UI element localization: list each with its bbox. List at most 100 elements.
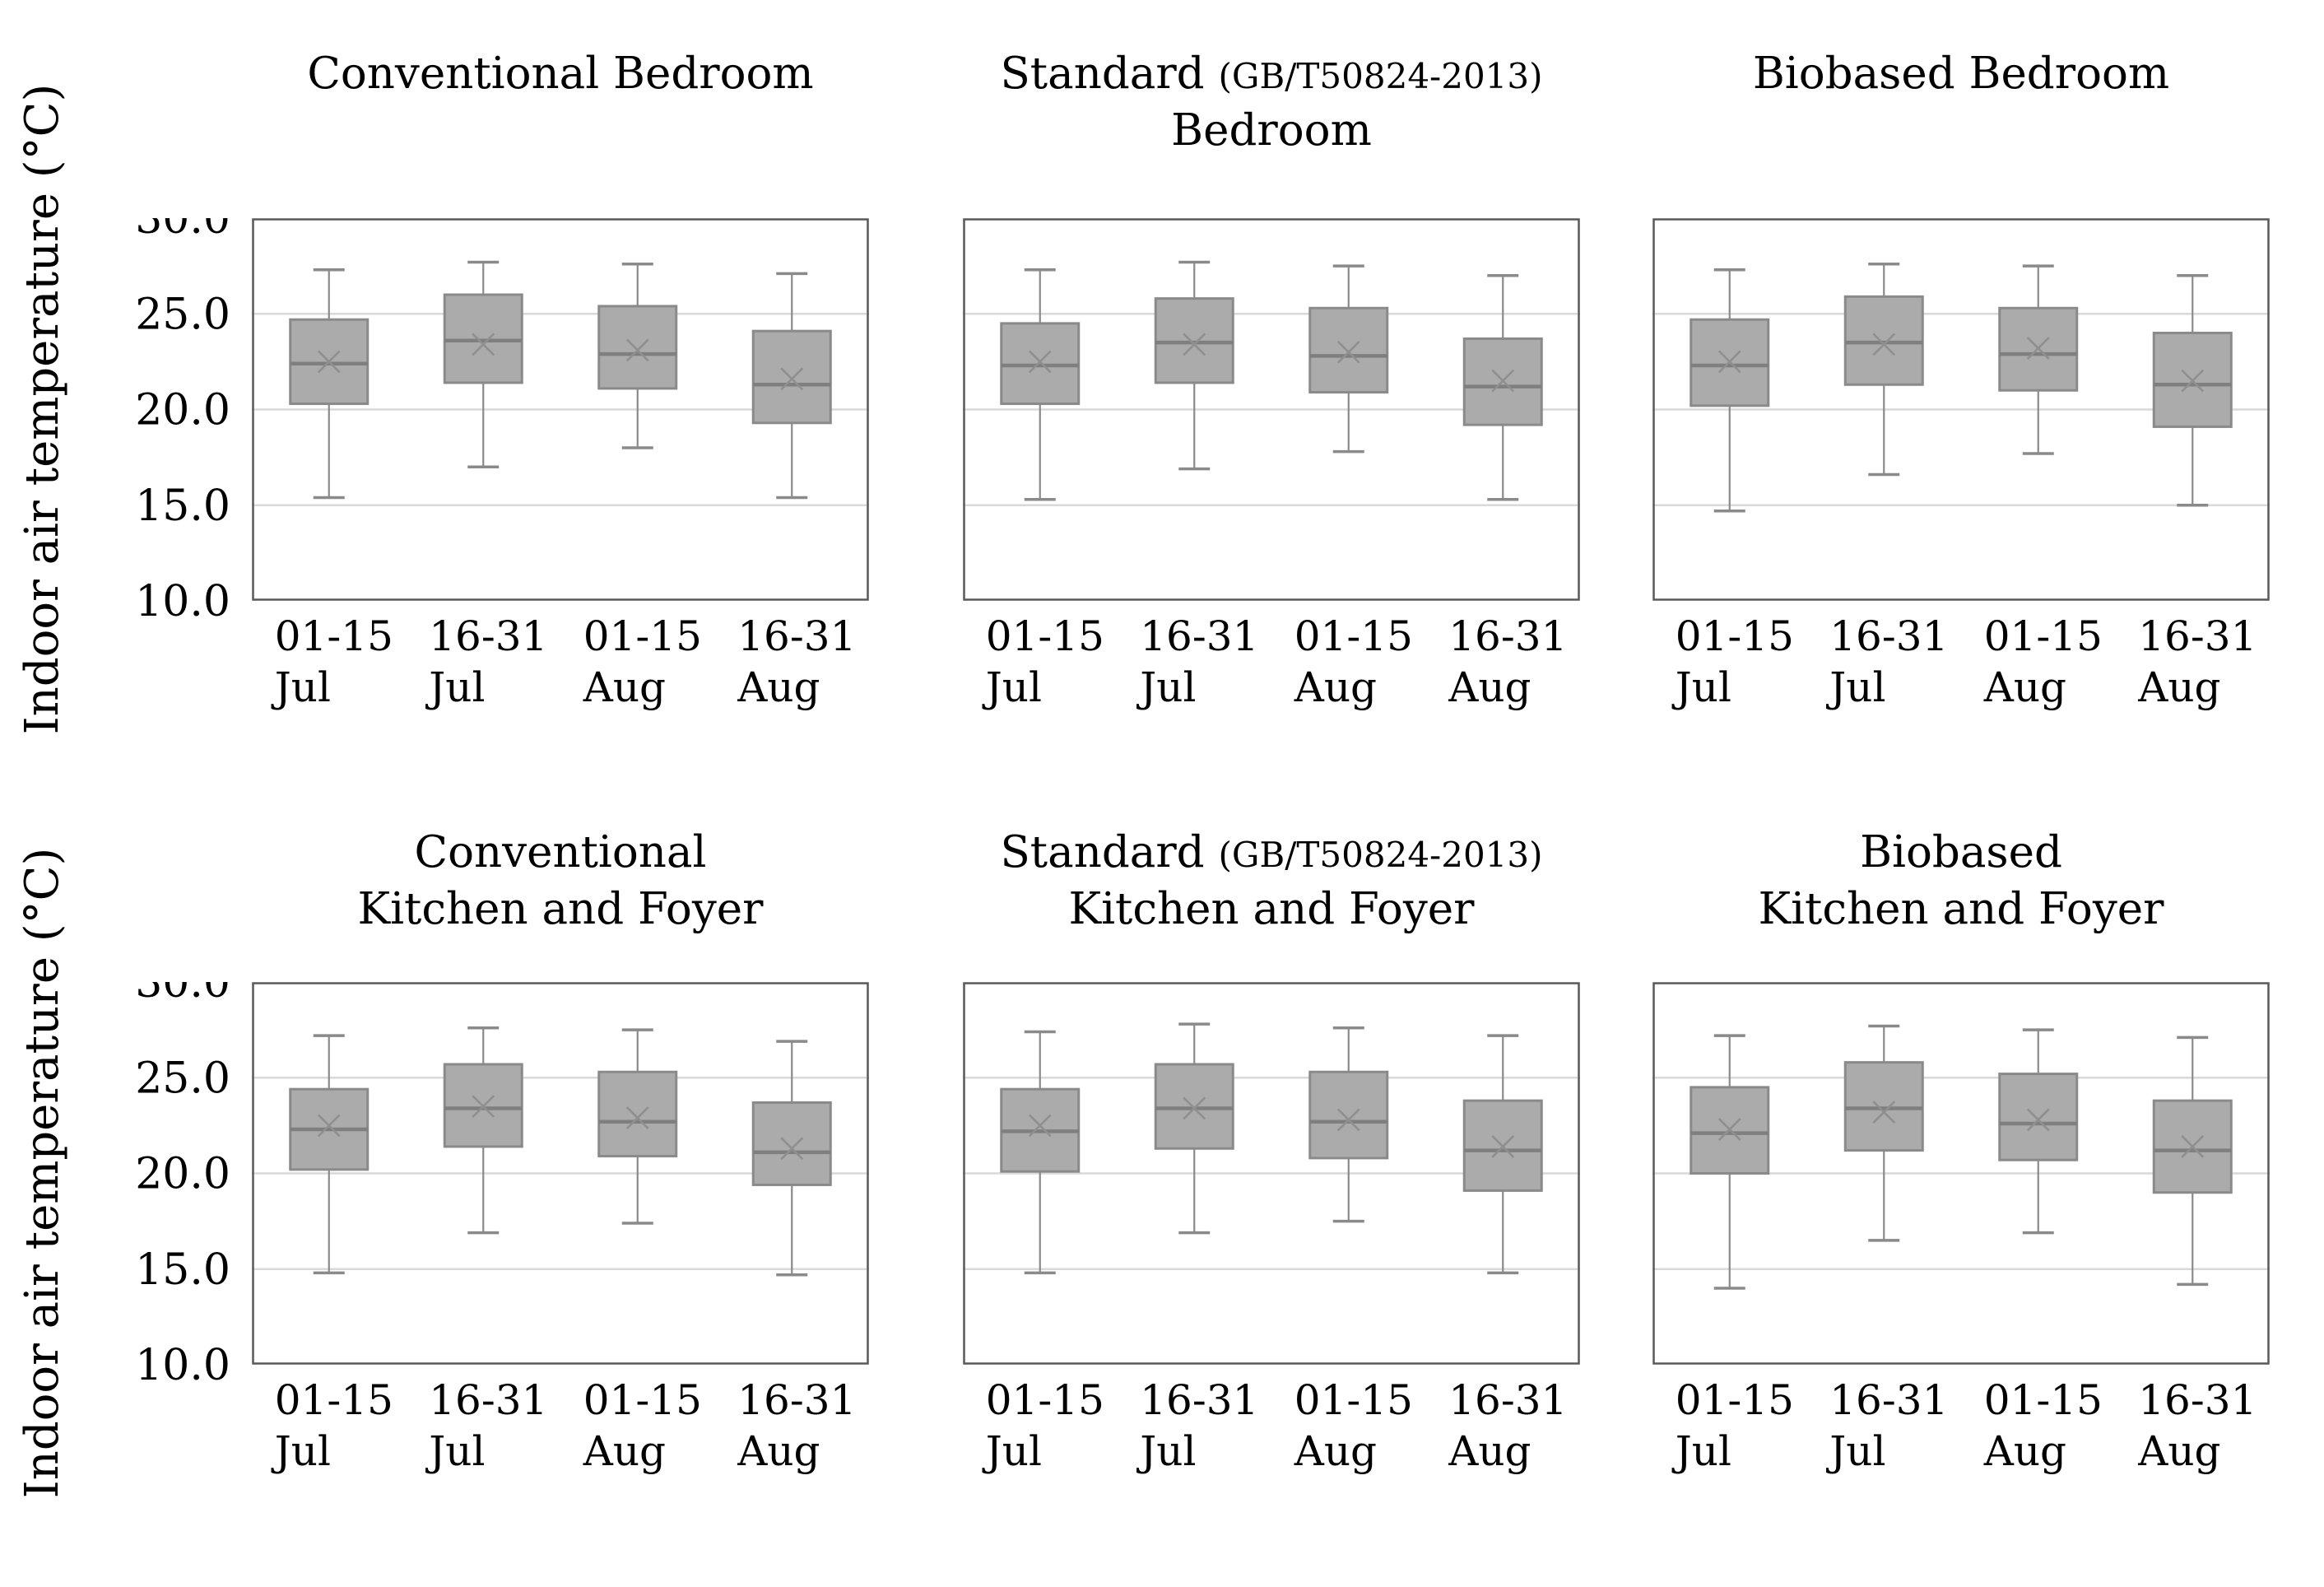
box-16-31-jul	[1154, 260, 1234, 471]
iqr-box	[443, 1063, 523, 1148]
y-tick-label: 30.0	[135, 982, 230, 1008]
box-01-15-jul	[1690, 1034, 1770, 1290]
x-tick-label-line1: 01-15	[583, 1376, 702, 1424]
plot-frame	[252, 982, 869, 1365]
y-tick-label: 20.0	[135, 1150, 230, 1199]
box-16-31-aug	[751, 272, 832, 500]
title-line1: Standard (GB/T50824-2013)	[1000, 827, 1543, 877]
x-tick-label-line1: 01-15	[986, 612, 1104, 660]
x-tick-label-line1: 01-15	[1294, 612, 1413, 660]
x-tick-label-line1: 16-31	[2138, 612, 2257, 660]
x-tick-label-line1: 01-15	[986, 1376, 1104, 1424]
title-line2: Kitchen and Foyer	[1068, 884, 1475, 934]
mean-marker	[1491, 1135, 1515, 1158]
mean-marker	[780, 367, 804, 391]
x-tick-label-line2: Jul	[1671, 1427, 1731, 1475]
mean-marker	[1872, 1101, 1896, 1124]
x-tick-label-line2: Jul	[1671, 663, 1731, 711]
title-line1: Biobased Bedroom	[1752, 49, 2170, 99]
chart-conventional-bedroom: Conventional Bedroom 30.0 25.0 20.0 15.0 10.…	[79, 49, 869, 724]
title-line1: Standard (GB/T50824-2013)	[1000, 49, 1543, 99]
iqr-box	[1308, 1070, 1389, 1160]
chart-standard-kitchen-and-foyer: Standard (GB/T50824-2013) Kitchen and Fo…	[963, 827, 1580, 1488]
x-tick-label-line1: 01-15	[583, 612, 702, 660]
boxplot-canvas-conventional-kitchen-and-foyer: 30.025.020.015.010.001-15Jul16-31Jul01-1…	[135, 982, 869, 1475]
title-line1: Biobased	[1860, 827, 2062, 877]
box-16-31-jul	[443, 1026, 523, 1235]
x-tick-label-line2: Jul	[1825, 663, 1885, 711]
x-tick-label-line2: Jul	[271, 663, 331, 711]
mean-marker	[1717, 1118, 1741, 1141]
box-01-15-jul	[1000, 268, 1081, 501]
mean-marker	[780, 1137, 804, 1161]
x-tick-label-line2: Aug	[1983, 663, 2066, 711]
x-tick-label-line1: 16-31	[1140, 1376, 1258, 1424]
x-tick-label-line1: 16-31	[737, 1376, 856, 1424]
x-tick-label-line2: Aug	[1294, 663, 1377, 711]
box-01-15-jul	[1690, 268, 1770, 513]
mean-marker	[2181, 369, 2205, 393]
x-tick-label-line2: Aug	[2137, 1427, 2220, 1475]
x-tick-label-line1: 01-15	[275, 1376, 393, 1424]
x-tick-label-line2: Aug	[583, 1427, 666, 1475]
iqr-box	[1843, 1061, 1924, 1152]
chart-standard-bedroom: Standard (GB/T50824-2013) Bedroom 01-15 J…	[963, 49, 1580, 724]
iqr-box	[1154, 1063, 1234, 1150]
x-tick-label-line2: Jul	[1136, 663, 1196, 711]
mean-marker	[1491, 369, 1515, 393]
title-line2: Kitchen and Foyer	[357, 884, 764, 934]
x-tick-label-line2: Aug	[2137, 663, 2220, 711]
x-tick-label-line2: Jul	[982, 663, 1042, 711]
x-tick-label-line2: Aug	[1448, 1427, 1531, 1475]
y-tick-label: 20.0	[135, 386, 230, 435]
iqr-box	[1462, 337, 1543, 426]
mean-marker	[625, 1106, 649, 1129]
mean-marker	[2181, 1135, 2205, 1158]
iqr-box	[1000, 322, 1081, 406]
box-16-31-jul	[1843, 263, 1924, 477]
y-tick-label: 10.0	[135, 1341, 230, 1390]
chart-title-biobased-bedroom: Biobased Bedroom	[1599, 47, 2323, 104]
box-01-15-aug	[1998, 1028, 2079, 1235]
iqr-box	[1843, 295, 1924, 386]
chart-title-standard-bedroom: Standard (GB/T50824-2013) Bedroom	[909, 47, 1634, 158]
box-16-31-jul	[1154, 1022, 1234, 1235]
mean-marker	[1717, 350, 1741, 374]
mean-marker	[1336, 340, 1360, 364]
box-16-31-aug	[2152, 1036, 2233, 1287]
box-16-31-aug	[1462, 274, 1543, 501]
y-tick-label: 25.0	[135, 290, 230, 339]
x-tick-label-line2: Aug	[1448, 663, 1531, 711]
box-01-15-jul	[289, 268, 370, 500]
title-line2: Kitchen and Foyer	[1758, 884, 2164, 934]
boxplot-canvas-conventional-bedroom: 30.025.020.015.010.001-15Jul16-31Jul01-1…	[135, 218, 869, 711]
plot-frame	[1652, 218, 2270, 601]
box-01-15-aug	[1998, 264, 2079, 455]
chart-title-biobased-kitchen-and-foyer: Biobased Kitchen and Foyer	[1599, 826, 2323, 937]
box-16-31-aug	[2152, 274, 2233, 507]
mean-marker	[1336, 1108, 1360, 1132]
x-tick-label-line1: 16-31	[2138, 1376, 2257, 1424]
mean-marker	[472, 1095, 495, 1119]
plot-frame	[252, 218, 869, 601]
box-01-15-aug	[597, 263, 678, 449]
x-tick-label-line1: 16-31	[429, 612, 547, 660]
mean-marker	[1028, 1114, 1052, 1138]
y-tick-label: 30.0	[135, 218, 230, 244]
x-tick-label-line2: Jul	[425, 663, 485, 711]
mean-marker	[1872, 333, 1896, 356]
x-tick-label-line2: Jul	[1825, 1427, 1885, 1475]
plot-frame	[963, 982, 1580, 1365]
iqr-box	[1308, 306, 1389, 394]
box-01-15-jul	[289, 1034, 370, 1275]
y-axis-title-row2: Indoor air temperature (°C)	[16, 847, 69, 1499]
x-tick-label-line2: Jul	[982, 1427, 1042, 1475]
y-axis-title-row1: Indoor air temperature (°C)	[16, 83, 69, 735]
x-tick-label-line1: 01-15	[1984, 1376, 2103, 1424]
box-16-31-jul	[443, 260, 523, 468]
box-01-15-aug	[597, 1028, 678, 1225]
